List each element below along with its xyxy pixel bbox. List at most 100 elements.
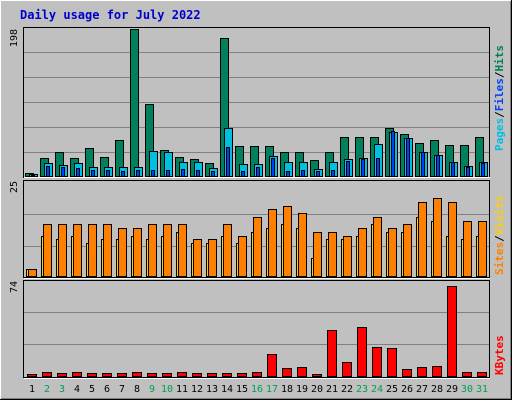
kbytes-bar-day-28 bbox=[432, 366, 442, 377]
day-label-1: 1 bbox=[29, 384, 35, 395]
day-label-3: 3 bbox=[59, 384, 65, 395]
legend-files: Files bbox=[493, 78, 506, 111]
legend-sep-3: / bbox=[493, 235, 506, 242]
day-label-18: 18 bbox=[281, 384, 293, 395]
sites-bar-day-28 bbox=[433, 198, 442, 277]
sites-bar-day-9 bbox=[148, 224, 157, 277]
day-label-27: 27 bbox=[416, 384, 428, 395]
files-bar-day-22 bbox=[346, 161, 350, 177]
sites-bar-day-17 bbox=[268, 209, 277, 277]
kbytes-bar-day-25 bbox=[387, 348, 397, 377]
day-label-14: 14 bbox=[221, 384, 233, 395]
gridlines bbox=[24, 52, 489, 345]
sites-bar-day-22 bbox=[343, 236, 352, 277]
legend-kbytes-label: KBytes bbox=[493, 335, 506, 375]
day-label-24: 24 bbox=[371, 384, 383, 395]
sites-bar-day-5 bbox=[88, 224, 97, 277]
day-labels: 1 2 3 4 5 6 7 8 9 10 11 12 13 14 15 16 17 18 19 20 21 22 23 24 2… bbox=[29, 384, 488, 395]
legend-kbytes: KBytes bbox=[493, 335, 506, 375]
sites-bar-day-12 bbox=[193, 239, 202, 277]
files-bar-day-14 bbox=[226, 147, 230, 177]
sites-bar-day-25 bbox=[388, 228, 397, 277]
sites-bar-day-4 bbox=[73, 224, 82, 277]
kbytes-bar-day-14 bbox=[222, 373, 232, 377]
files-bar-day-19 bbox=[301, 170, 305, 177]
files-bar-day-5 bbox=[91, 170, 95, 177]
day-label-5: 5 bbox=[89, 384, 95, 395]
day-label-8: 8 bbox=[134, 384, 140, 395]
day-label-10: 10 bbox=[161, 384, 173, 395]
kbytes-bar-day-6 bbox=[102, 373, 112, 377]
kbytes-bar-day-23 bbox=[357, 327, 367, 377]
sites-bar-day-15 bbox=[238, 236, 247, 277]
hits-bar-day-8 bbox=[130, 29, 139, 177]
sites-bar-day-23 bbox=[358, 228, 367, 277]
files-bar-day-18 bbox=[286, 171, 290, 177]
files-bar-day-11 bbox=[181, 169, 185, 177]
day-label-15: 15 bbox=[236, 384, 248, 395]
day-label-22: 22 bbox=[341, 384, 353, 395]
legend-sep-2: / bbox=[493, 71, 506, 78]
files-bar-day-6 bbox=[106, 170, 110, 177]
kbytes-bar-day-20 bbox=[312, 374, 322, 377]
sites-bar-day-29 bbox=[448, 202, 457, 277]
kbytes-bar-day-13 bbox=[207, 373, 217, 377]
kbytes-bar-day-21 bbox=[327, 330, 337, 377]
day-label-9: 9 bbox=[149, 384, 155, 395]
legend-hits: Hits bbox=[493, 45, 506, 72]
day-label-6: 6 bbox=[104, 384, 110, 395]
kbytes-bar-day-4 bbox=[72, 372, 82, 377]
sites-bar-day-7 bbox=[118, 228, 127, 277]
graph-title: Daily usage for July 2022 bbox=[20, 8, 201, 22]
files-bar-day-29 bbox=[451, 162, 455, 177]
kbytes-bar-day-11 bbox=[177, 372, 187, 377]
files-bar-day-10 bbox=[166, 170, 170, 177]
kbytes-bar-day-15 bbox=[237, 373, 247, 377]
files-bar-day-13 bbox=[211, 171, 215, 177]
sites-bar-day-24 bbox=[373, 217, 382, 277]
legend-sites: Sites bbox=[493, 242, 506, 275]
kbytes-bar-day-16 bbox=[252, 372, 262, 377]
kbytes-bar-day-17 bbox=[267, 354, 277, 377]
kbytes-bars bbox=[27, 286, 487, 377]
sites-bar-day-3 bbox=[58, 224, 67, 277]
sites-bar-day-2 bbox=[43, 224, 52, 277]
sites-bar-day-1 bbox=[28, 269, 37, 277]
sites-bar-day-10 bbox=[163, 224, 172, 277]
sites-bar-day-11 bbox=[178, 224, 187, 277]
visits-sites-bars bbox=[26, 198, 487, 277]
day-label-28: 28 bbox=[431, 384, 443, 395]
files-bar-day-20 bbox=[316, 171, 320, 177]
hits-ymax-label: 198 bbox=[9, 29, 20, 47]
day-label-21: 21 bbox=[326, 384, 338, 395]
sites-bar-day-30 bbox=[463, 221, 472, 277]
sites-bar-day-13 bbox=[208, 239, 217, 277]
day-label-7: 7 bbox=[119, 384, 125, 395]
kbytes-bar-day-19 bbox=[297, 367, 307, 377]
files-bar-day-27 bbox=[421, 152, 425, 177]
sites-bar-day-20 bbox=[313, 232, 322, 277]
kbytes-bar-day-5 bbox=[87, 373, 97, 377]
day-label-26: 26 bbox=[401, 384, 413, 395]
day-label-23: 23 bbox=[356, 384, 368, 395]
kbytes-bar-day-8 bbox=[132, 372, 142, 377]
kbytes-bar-day-27 bbox=[417, 367, 427, 377]
files-bar-day-26 bbox=[406, 138, 410, 177]
sites-bar-day-31 bbox=[478, 221, 487, 277]
day-label-12: 12 bbox=[191, 384, 203, 395]
kbytes-bar-day-12 bbox=[192, 373, 202, 377]
kbytes-bar-day-1 bbox=[27, 374, 37, 377]
files-bar-day-9 bbox=[151, 170, 155, 177]
sites-bar-day-6 bbox=[103, 224, 112, 277]
files-bar-day-16 bbox=[256, 167, 260, 177]
hits-files-pages-bars bbox=[25, 29, 488, 177]
day-label-31: 31 bbox=[476, 384, 488, 395]
kbytes-bar-day-24 bbox=[372, 347, 382, 377]
files-bar-day-7 bbox=[121, 171, 125, 177]
sites-bar-day-18 bbox=[283, 206, 292, 277]
kbytes-ymax-label: 74 bbox=[9, 281, 20, 293]
files-bar-day-21 bbox=[331, 170, 335, 177]
files-bar-day-30 bbox=[466, 167, 470, 177]
day-label-29: 29 bbox=[446, 384, 458, 395]
